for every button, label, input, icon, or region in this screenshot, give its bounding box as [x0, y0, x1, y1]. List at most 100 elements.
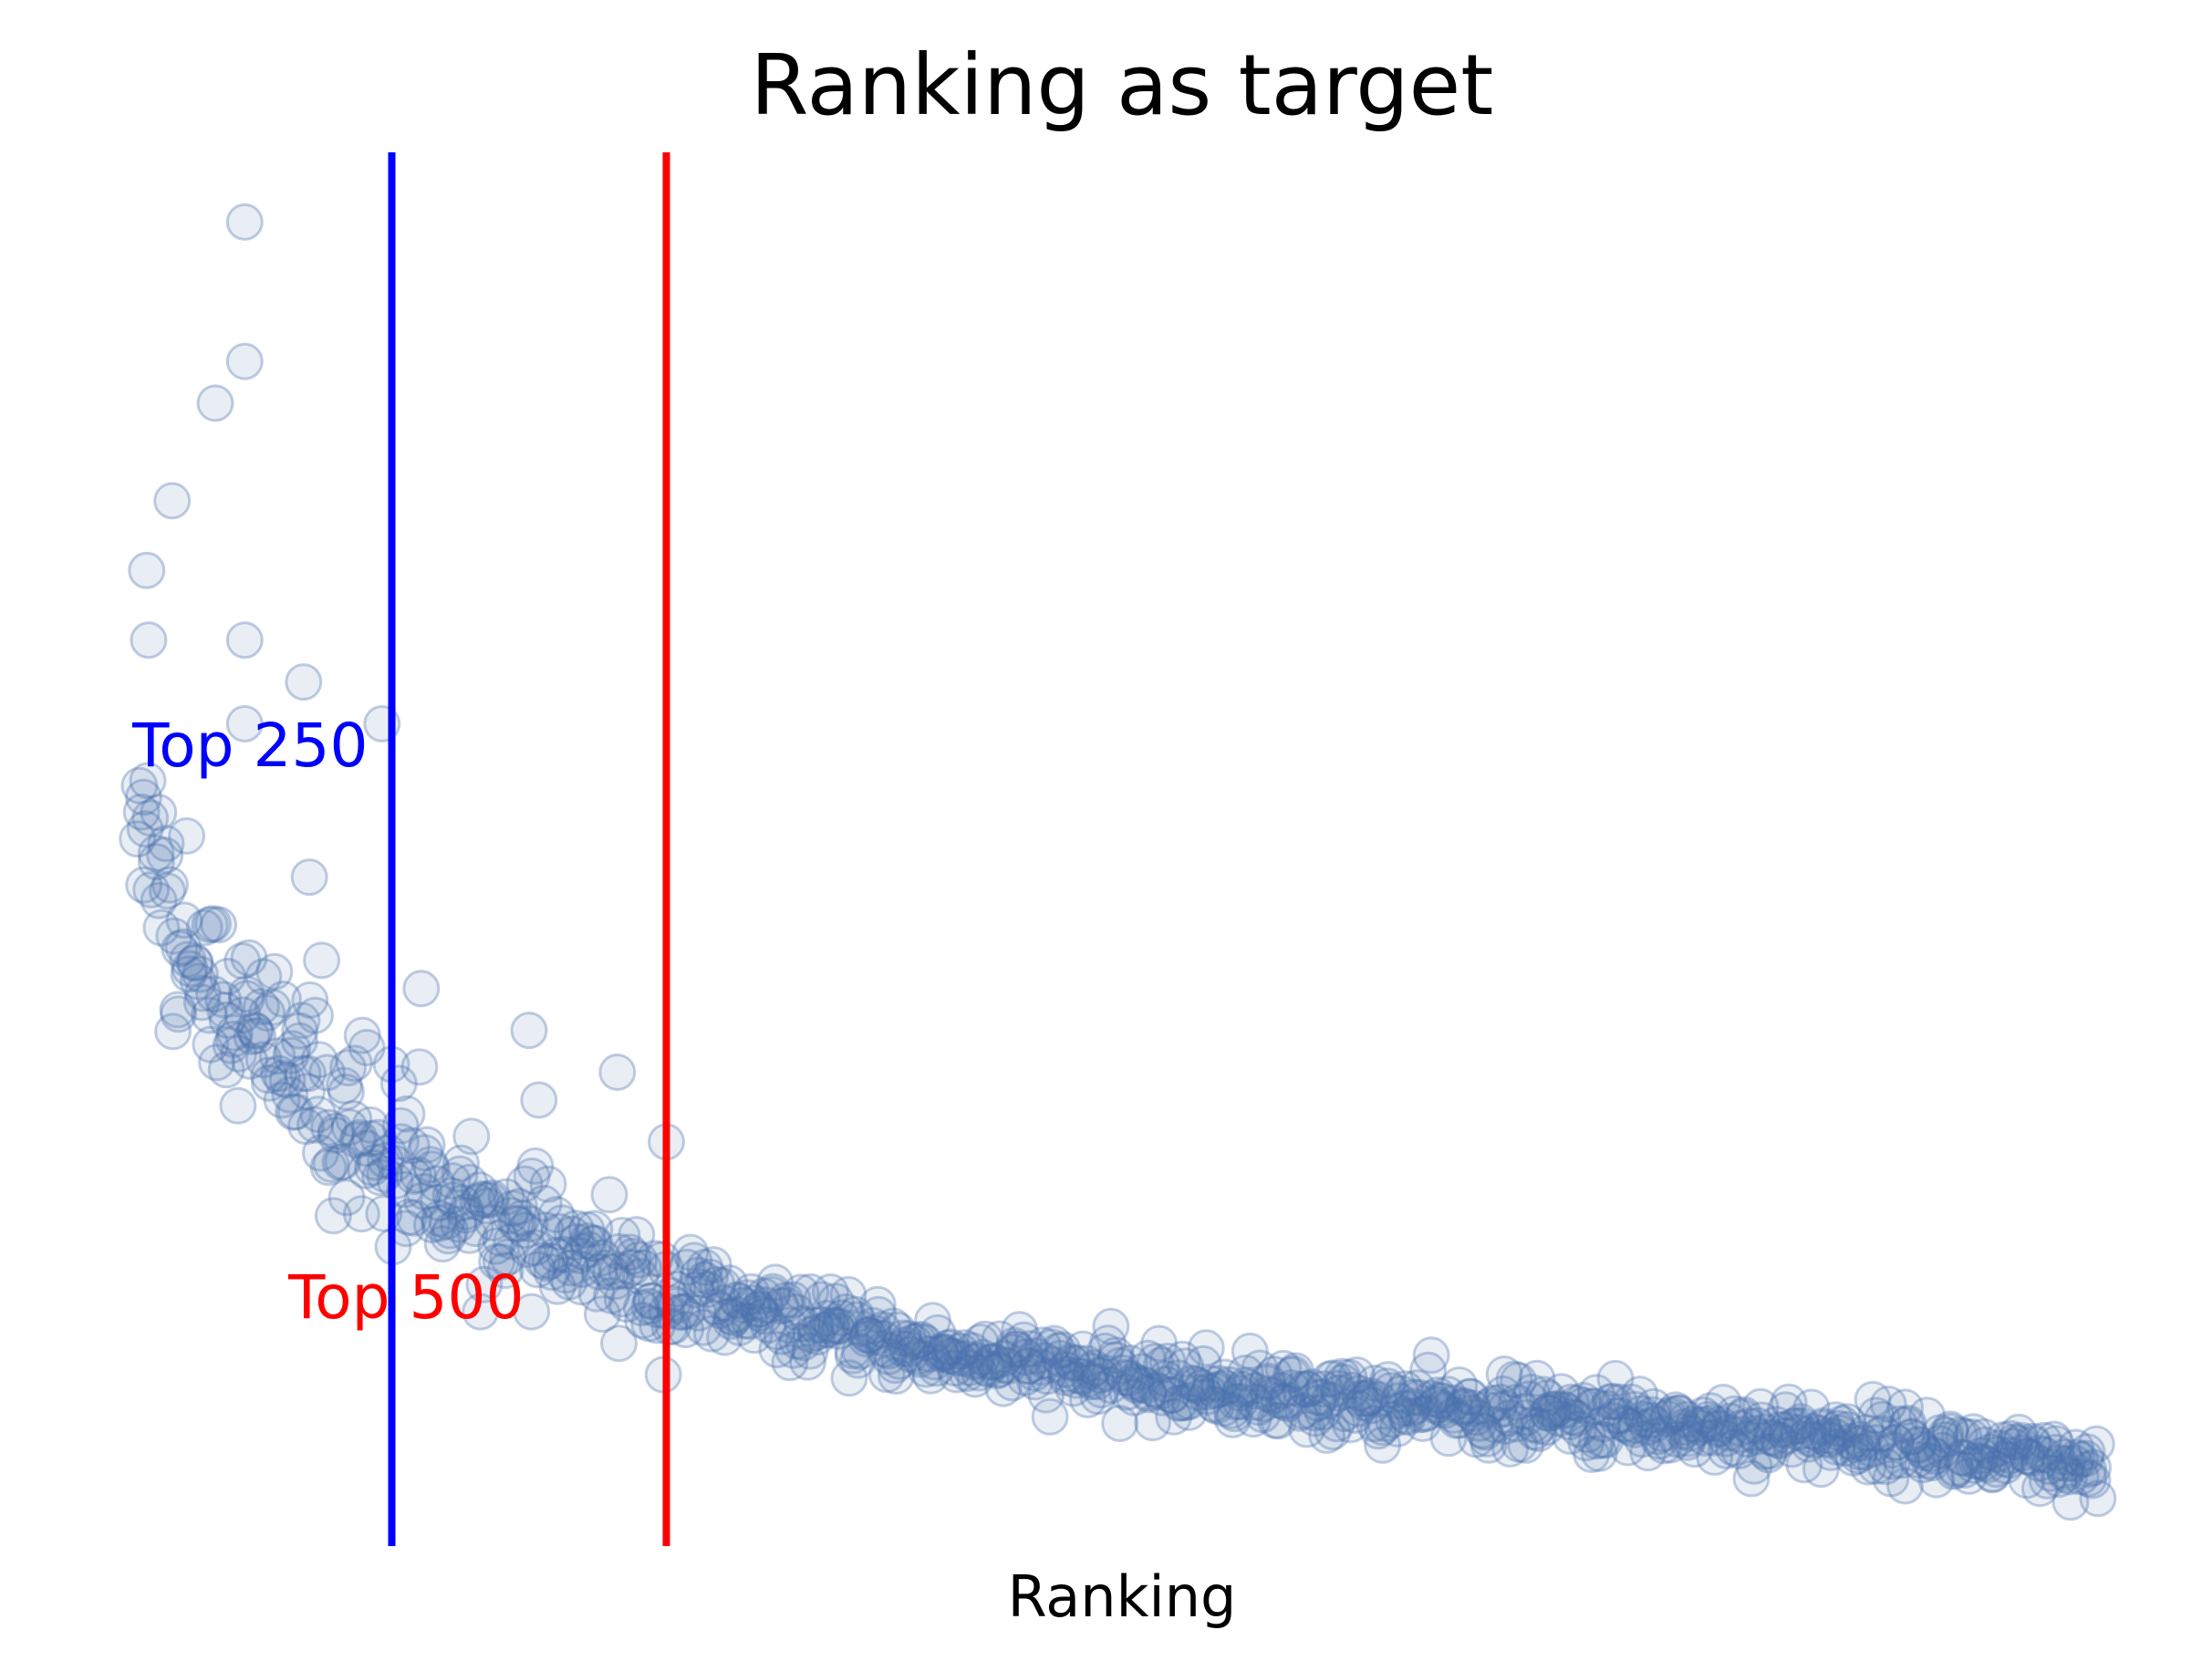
scatter-point — [169, 940, 207, 979]
scatter-point — [1453, 1389, 1491, 1427]
scatter-point — [473, 1178, 511, 1217]
scatter-point — [235, 1011, 274, 1049]
scatter-point — [1319, 1369, 1357, 1407]
scatter-point — [487, 1178, 525, 1216]
scatter-point — [196, 384, 234, 422]
scatter-point — [1295, 1394, 1334, 1432]
scatter-point — [1092, 1307, 1130, 1345]
scatter-point — [1392, 1389, 1430, 1427]
scatter-point — [854, 1306, 892, 1344]
scatter-point — [1728, 1420, 1766, 1459]
scatter-point — [1501, 1425, 1538, 1463]
scatter-point — [1216, 1395, 1253, 1433]
scatter-point — [516, 1229, 555, 1267]
scatter-point — [1405, 1395, 1443, 1433]
scatter-point — [725, 1302, 763, 1340]
scatter-point — [309, 1148, 348, 1187]
scatter-point — [1965, 1444, 2003, 1482]
scatter-point — [1605, 1405, 1644, 1443]
scatter-point — [816, 1282, 855, 1321]
scatter-point — [1046, 1350, 1085, 1388]
scatter-point — [1761, 1410, 1800, 1448]
scatter-point — [1498, 1384, 1536, 1421]
scatter-point — [574, 1224, 612, 1262]
scatter-point — [1584, 1421, 1621, 1459]
scatter-point — [1538, 1389, 1576, 1427]
scatter-point — [263, 1081, 301, 1119]
scatter-point — [792, 1315, 830, 1354]
scatter-point — [1281, 1394, 1319, 1432]
scatter-point — [1900, 1427, 1938, 1464]
scatter-point — [621, 1258, 659, 1296]
scatter-point — [1217, 1383, 1255, 1421]
scatter-point — [1016, 1363, 1054, 1401]
scatter-point — [1979, 1429, 2018, 1467]
scatter-point — [1700, 1408, 1739, 1447]
scatter-point — [1110, 1359, 1148, 1397]
scatter-point — [1409, 1351, 1448, 1389]
scatter-point — [1255, 1355, 1293, 1394]
scatter-point — [233, 1018, 271, 1055]
scatter-point — [1089, 1324, 1127, 1363]
scatter-point — [276, 1093, 315, 1131]
scatter-point — [1648, 1399, 1687, 1438]
scatter-point — [698, 1265, 736, 1303]
scatter-point — [1058, 1344, 1096, 1382]
scatter-point — [1906, 1433, 1944, 1471]
scatter-point — [443, 1184, 482, 1222]
scatter-point — [452, 1117, 491, 1156]
scatter-point — [1123, 1353, 1161, 1391]
scatter-point — [2073, 1461, 2112, 1500]
scatter-point — [830, 1359, 868, 1397]
scatter-point — [1372, 1372, 1410, 1409]
scatter-point — [1262, 1372, 1301, 1410]
scatter-point — [1987, 1439, 2025, 1478]
scatter-point — [533, 1253, 571, 1292]
scatter-point — [1101, 1405, 1139, 1442]
scatter-point — [784, 1324, 823, 1362]
scatter-point — [576, 1209, 614, 1248]
scatter-point — [430, 1217, 467, 1255]
scatter-point — [1725, 1396, 1763, 1434]
scatter-point — [165, 901, 203, 940]
scatter-point — [220, 1034, 258, 1073]
scatter-point — [1413, 1379, 1451, 1417]
scatter-point — [1621, 1376, 1659, 1414]
scatter-point — [1069, 1381, 1106, 1418]
scatter-point — [870, 1332, 909, 1370]
scatter-point — [1369, 1361, 1407, 1399]
scatter-point — [874, 1307, 912, 1345]
chart-title: Ranking as target — [751, 36, 1494, 134]
scatter-point — [1790, 1419, 1828, 1458]
scatter-point — [1920, 1425, 1958, 1463]
scatter-point — [1735, 1447, 1773, 1485]
scatter-point — [2040, 1460, 2078, 1499]
scatter-point — [459, 1183, 497, 1221]
scatter-point — [1987, 1447, 2025, 1485]
scatter-point — [1195, 1385, 1233, 1423]
scatter-point — [499, 1205, 537, 1243]
scatter-point — [967, 1348, 1005, 1386]
scatter-point — [711, 1264, 749, 1303]
scatter-point — [1843, 1424, 1881, 1462]
scatter-point — [511, 1205, 549, 1243]
scatter-point — [1908, 1396, 1947, 1435]
scatter-point — [2008, 1437, 2046, 1475]
scatter-point — [590, 1176, 628, 1214]
scatter-point — [1152, 1376, 1190, 1414]
scatter-point — [694, 1246, 732, 1284]
scatter-point — [1041, 1339, 1079, 1377]
scatter-point — [477, 1227, 515, 1265]
scatter-point — [685, 1261, 723, 1299]
scatter-point — [614, 1237, 652, 1275]
scatter-point — [756, 1263, 794, 1302]
scatter-point — [1841, 1420, 1878, 1459]
scatter-point — [679, 1256, 717, 1294]
scatter-point — [1553, 1398, 1592, 1436]
scatter-point — [1451, 1377, 1490, 1416]
scatter-point — [212, 1026, 250, 1064]
scatter-point — [770, 1306, 808, 1344]
scatter-point — [1849, 1448, 1887, 1486]
scatter-point — [553, 1215, 591, 1253]
scatter-point — [1127, 1366, 1165, 1405]
